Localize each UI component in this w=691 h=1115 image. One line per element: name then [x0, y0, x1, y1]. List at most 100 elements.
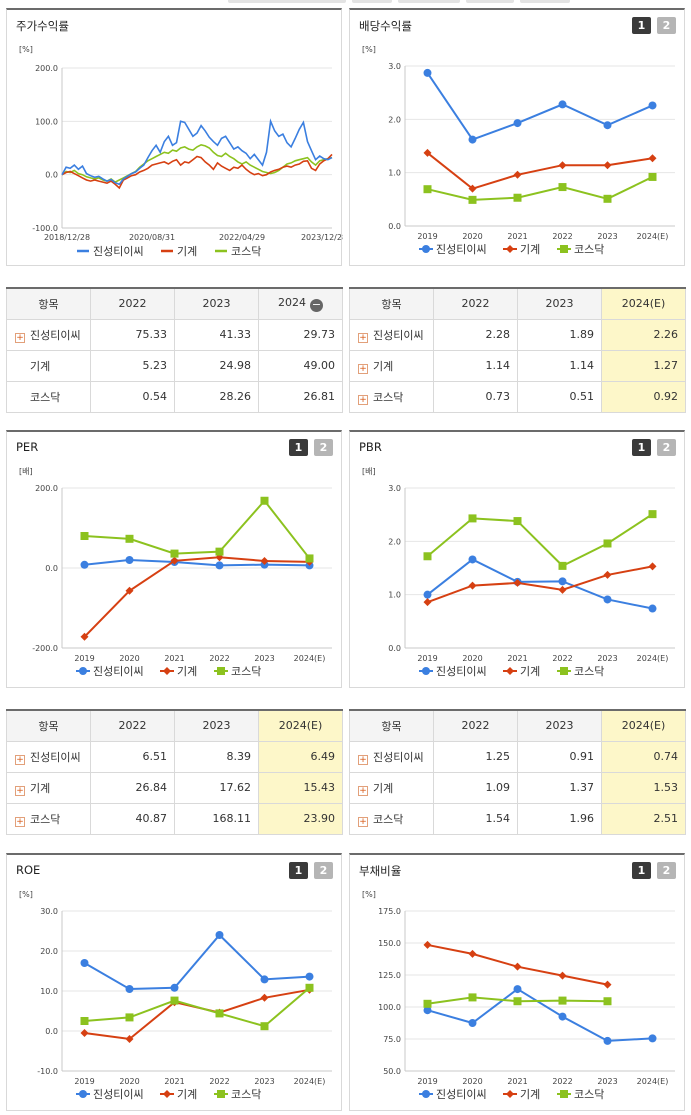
- data-point: [513, 170, 522, 179]
- x-tick-label: 2020: [119, 1077, 139, 1086]
- table-row: + 기계 1.09 1.37 1.53: [349, 771, 686, 804]
- y-tick-label: 100.0: [378, 1003, 401, 1012]
- x-tick-label: 2024(E): [294, 1077, 326, 1086]
- legend-marker: [422, 1090, 430, 1098]
- data-point: [513, 517, 522, 526]
- view-1-button[interactable]: 1: [632, 862, 651, 879]
- x-tick-label: 2022: [552, 1077, 572, 1086]
- legend-label: 진성티이씨: [93, 1088, 144, 1101]
- collapse-icon[interactable]: −: [310, 297, 323, 312]
- data-point: [648, 101, 657, 110]
- expand-icon[interactable]: +: [358, 363, 368, 374]
- y-tick-label: 0.0: [388, 644, 401, 653]
- row-label: 코스닥: [30, 390, 61, 404]
- data-point: [170, 983, 179, 992]
- table-cell: 5.23: [90, 349, 175, 382]
- row-label-cell: + 진성티이씨: [6, 740, 91, 773]
- data-point: [305, 554, 314, 563]
- data-point: [513, 985, 522, 994]
- series-line-1: [427, 987, 653, 1042]
- table-cell: 75.33: [90, 318, 175, 351]
- row-label: 코스닥: [30, 812, 61, 826]
- table-cell: 24.98: [174, 349, 259, 382]
- view-2-button[interactable]: 2: [657, 862, 676, 879]
- data-point: [558, 100, 567, 109]
- legend-marker: [163, 1090, 171, 1098]
- y-tick-label: 1.0: [388, 169, 401, 178]
- x-tick-label: 2020: [119, 654, 139, 663]
- roe-title: ROE: [16, 863, 41, 877]
- expand-icon[interactable]: +: [15, 754, 25, 765]
- table-cell: 26.81: [258, 380, 343, 413]
- data-point: [648, 562, 657, 571]
- legend-label: 기계: [520, 665, 540, 678]
- row-label-cell: + 기계: [349, 771, 434, 804]
- legend-label: 코스닥: [574, 243, 604, 256]
- view-1-button[interactable]: 1: [289, 439, 308, 456]
- view-1-button[interactable]: 1: [632, 17, 651, 34]
- table-header: 2023: [174, 287, 259, 320]
- header-label: 항목: [381, 297, 402, 311]
- table-cell: 0.54: [90, 380, 175, 413]
- table-cell: 49.00: [258, 349, 343, 382]
- per-chart: [배]200.0 0.0 -200.0 2019 2020 2021 2022 2023 202…: [19, 467, 332, 678]
- table-header: 2024(E): [601, 287, 686, 320]
- table-header: 2022: [433, 709, 518, 742]
- view-1-button[interactable]: 1: [632, 439, 651, 456]
- view-2-button[interactable]: 2: [657, 17, 676, 34]
- expand-icon[interactable]: +: [358, 816, 368, 827]
- table-header: 2023: [517, 287, 602, 320]
- legend-marker: [163, 667, 171, 675]
- expand-icon[interactable]: +: [358, 754, 368, 765]
- table-header: 항목: [349, 709, 434, 742]
- view-2-button[interactable]: 2: [657, 439, 676, 456]
- data-point: [423, 185, 432, 194]
- legend-label: 기계: [177, 245, 197, 258]
- y-tick-label: 125.0: [378, 971, 401, 980]
- data-point: [125, 534, 134, 543]
- expand-icon[interactable]: +: [15, 785, 25, 796]
- data-point: [648, 510, 657, 519]
- x-tick-label: 2022: [209, 1077, 229, 1086]
- legend-label: 기계: [177, 1088, 197, 1101]
- y-tick-label: 2.0: [388, 115, 401, 124]
- data-point: [170, 556, 179, 565]
- expand-icon[interactable]: +: [358, 332, 368, 343]
- data-point: [125, 1035, 134, 1043]
- y-unit-label: [%]: [362, 45, 376, 54]
- x-tick-label: 2022/04/29: [219, 233, 265, 242]
- series-line-3: [426, 513, 654, 568]
- expand-icon[interactable]: +: [358, 785, 368, 796]
- table-header: 항목: [349, 287, 434, 320]
- dividend-yield-title: 배당수익률: [359, 19, 412, 33]
- price-return-title: 주가수익률: [16, 19, 69, 33]
- x-tick-label: 2021: [507, 654, 527, 663]
- data-point: [305, 983, 314, 992]
- header-label: 2024(E): [621, 297, 666, 311]
- table-header: 2022: [90, 709, 175, 742]
- series-line-2: [83, 556, 310, 638]
- pbr-table: 항목 2022 2023 2024(E) + 진성티이씨 1.25 0.91 0.74 + 기계 1.…: [349, 709, 686, 835]
- view-2-button[interactable]: 2: [314, 439, 333, 456]
- header-label: 2022: [118, 297, 147, 311]
- dividend-yield-table: 항목 2022 2023 2024(E) + 진성티이씨 2.28 1.89 2.26 + 기계 1.…: [349, 287, 686, 413]
- table-header: 2023: [517, 709, 602, 742]
- legend-marker: [560, 667, 568, 675]
- expand-icon[interactable]: +: [358, 394, 368, 405]
- view-2-button[interactable]: 2: [314, 862, 333, 879]
- expand-icon[interactable]: +: [15, 816, 25, 827]
- roe-chart: [%] 30.0 20.0 10.0 0.0 -10.0 2019 2020 2021 2022 2…: [19, 890, 332, 1101]
- legend-label: 진성티이씨: [93, 665, 144, 678]
- x-tick-label: 2024(E): [294, 654, 326, 663]
- table-cell: 0.92: [601, 380, 686, 413]
- y-tick-label: 150.0: [378, 939, 401, 948]
- data-point: [125, 586, 134, 595]
- table-cell: 29.73: [258, 318, 343, 351]
- view-1-button[interactable]: 1: [289, 862, 308, 879]
- row-label: 코스닥: [373, 390, 404, 404]
- expand-icon[interactable]: +: [15, 332, 25, 343]
